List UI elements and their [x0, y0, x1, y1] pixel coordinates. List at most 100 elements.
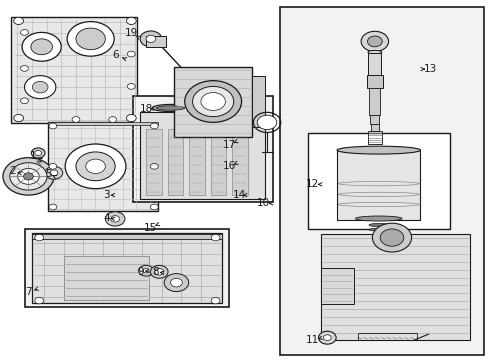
Circle shape: [76, 152, 115, 181]
Bar: [25, 229, 229, 307]
Bar: [48, 122, 158, 125]
Bar: [368, 53, 381, 76]
Circle shape: [368, 36, 382, 47]
Ellipse shape: [356, 216, 402, 221]
Circle shape: [211, 297, 220, 304]
Bar: [358, 333, 416, 340]
Text: 6: 6: [112, 50, 119, 60]
Circle shape: [139, 265, 153, 276]
Circle shape: [18, 168, 39, 184]
Circle shape: [31, 39, 52, 55]
Bar: [146, 36, 166, 47]
Bar: [321, 234, 470, 340]
Circle shape: [211, 234, 220, 241]
Text: 7: 7: [25, 287, 32, 297]
Ellipse shape: [368, 50, 382, 54]
Text: 5: 5: [45, 168, 51, 179]
Bar: [252, 76, 265, 127]
Circle shape: [49, 204, 57, 210]
Circle shape: [185, 81, 242, 122]
Bar: [11, 17, 137, 123]
Text: 11: 11: [306, 335, 319, 345]
Circle shape: [150, 265, 168, 278]
Circle shape: [35, 297, 44, 304]
Circle shape: [105, 212, 125, 226]
Circle shape: [126, 17, 136, 24]
Bar: [321, 268, 354, 304]
Circle shape: [49, 163, 57, 169]
Bar: [174, 67, 252, 137]
Circle shape: [155, 269, 164, 275]
Circle shape: [24, 76, 56, 99]
Bar: [140, 112, 265, 199]
Circle shape: [164, 274, 189, 292]
Ellipse shape: [369, 223, 389, 227]
Text: 12: 12: [306, 179, 319, 189]
Text: 3: 3: [103, 190, 110, 200]
Circle shape: [3, 158, 54, 195]
Bar: [64, 256, 149, 300]
Ellipse shape: [156, 106, 185, 110]
Bar: [146, 129, 162, 195]
Circle shape: [140, 31, 162, 47]
Circle shape: [50, 170, 58, 176]
Circle shape: [10, 163, 47, 190]
Circle shape: [35, 150, 42, 156]
Circle shape: [72, 117, 80, 122]
Circle shape: [318, 331, 336, 344]
Text: 18: 18: [139, 104, 153, 114]
Circle shape: [49, 123, 57, 129]
Bar: [133, 96, 273, 202]
Text: 16: 16: [222, 161, 236, 171]
Text: 17: 17: [222, 140, 236, 150]
Bar: [32, 233, 222, 303]
Circle shape: [35, 234, 44, 241]
Bar: [48, 122, 158, 211]
Bar: [371, 124, 379, 131]
Circle shape: [76, 28, 105, 50]
Ellipse shape: [152, 104, 189, 112]
Circle shape: [45, 166, 63, 179]
Circle shape: [14, 17, 24, 24]
Bar: [367, 75, 383, 88]
Circle shape: [31, 148, 45, 158]
Bar: [32, 234, 222, 239]
Text: 10: 10: [257, 198, 270, 208]
Circle shape: [150, 204, 158, 210]
Bar: [370, 115, 379, 124]
Circle shape: [380, 229, 404, 246]
Circle shape: [150, 163, 158, 169]
Bar: [369, 88, 380, 115]
Bar: [368, 131, 382, 144]
Text: 13: 13: [423, 64, 437, 74]
Ellipse shape: [337, 146, 420, 154]
Bar: [337, 150, 420, 220]
Circle shape: [22, 32, 61, 61]
Text: 8: 8: [152, 267, 159, 277]
Circle shape: [361, 31, 389, 51]
Circle shape: [65, 144, 126, 189]
Circle shape: [143, 269, 149, 273]
Circle shape: [201, 93, 225, 111]
Circle shape: [323, 335, 331, 341]
Bar: [232, 129, 248, 195]
Circle shape: [32, 81, 48, 93]
Circle shape: [67, 22, 114, 56]
Circle shape: [126, 114, 136, 122]
Circle shape: [86, 159, 105, 174]
Circle shape: [193, 86, 234, 117]
Text: 9: 9: [138, 267, 145, 277]
Circle shape: [109, 117, 117, 122]
Ellipse shape: [369, 228, 389, 231]
Circle shape: [24, 173, 33, 180]
Circle shape: [111, 216, 120, 222]
Text: 19: 19: [124, 28, 138, 38]
Circle shape: [14, 114, 24, 122]
Circle shape: [127, 84, 135, 89]
Bar: [280, 7, 484, 355]
Circle shape: [21, 98, 28, 104]
Circle shape: [146, 35, 156, 42]
Bar: [211, 129, 226, 195]
Circle shape: [257, 115, 277, 130]
Bar: [168, 129, 183, 195]
